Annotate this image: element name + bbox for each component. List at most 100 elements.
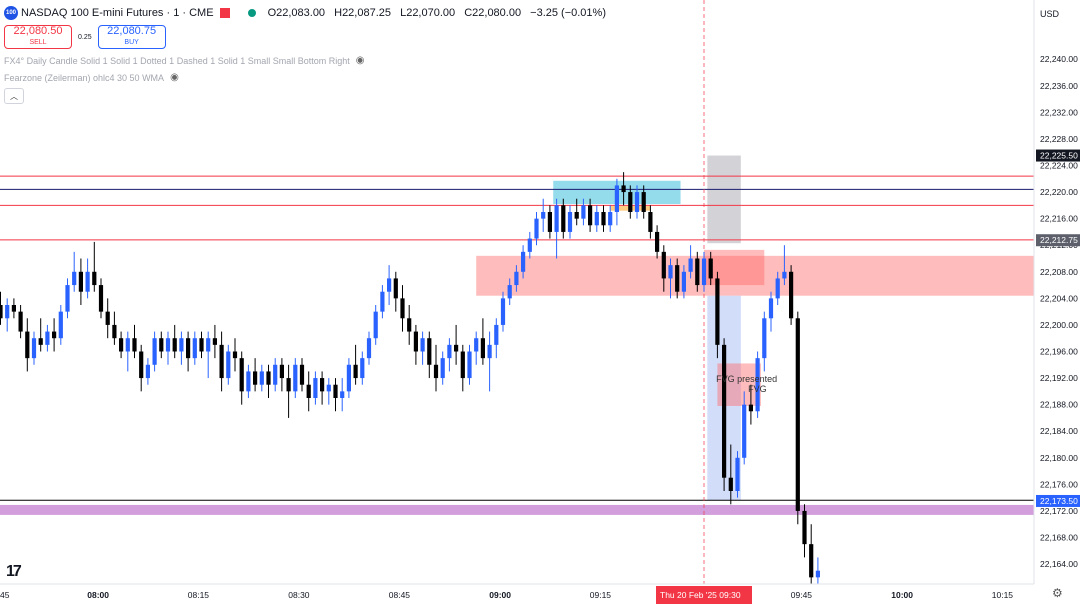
candle-body[interactable] [561, 205, 566, 232]
candle-body[interactable] [186, 338, 191, 359]
candle-body[interactable] [320, 378, 325, 392]
candle-body[interactable] [802, 510, 807, 545]
candle-body[interactable] [293, 364, 298, 392]
candle-body[interactable] [179, 338, 184, 352]
candle-body[interactable] [487, 344, 492, 359]
price-axis[interactable] [1034, 0, 1080, 608]
candle-body[interactable] [815, 570, 820, 578]
candle-body[interactable] [433, 364, 439, 379]
candle-body[interactable] [373, 311, 378, 339]
candle-body[interactable] [762, 318, 767, 359]
candle-body[interactable] [31, 338, 37, 359]
candle-body[interactable] [742, 404, 747, 458]
candle-body[interactable] [139, 351, 144, 379]
symbol-title[interactable]: NASDAQ 100 E-mini Futures · 1 · CME [21, 7, 214, 19]
candle-body[interactable] [92, 271, 97, 286]
time-axis[interactable] [0, 584, 1034, 608]
candle-body[interactable] [253, 371, 258, 385]
candle-body[interactable] [447, 344, 452, 359]
candle-body[interactable] [413, 331, 418, 352]
candle-body[interactable] [641, 192, 646, 212]
candle-body[interactable] [648, 212, 653, 232]
candle-body[interactable] [119, 338, 124, 352]
candle-body[interactable] [52, 331, 57, 339]
candle-body[interactable] [581, 205, 586, 219]
candle-body[interactable] [588, 205, 593, 226]
candle-body[interactable] [299, 364, 305, 385]
candle-body[interactable] [98, 285, 104, 312]
candle-body[interactable] [85, 271, 90, 292]
candle-body[interactable] [246, 371, 251, 392]
candle-body[interactable] [614, 185, 619, 212]
candle-body[interactable] [232, 351, 238, 359]
candle-body[interactable] [527, 238, 532, 252]
eye-icon[interactable]: ◉ [170, 72, 179, 83]
candle-body[interactable] [58, 311, 63, 339]
candle-body[interactable] [454, 344, 459, 352]
candle-body[interactable] [500, 298, 506, 325]
candle-body[interactable] [393, 278, 398, 299]
candle-body[interactable] [655, 231, 660, 252]
candle-body[interactable] [554, 205, 559, 232]
candle-body[interactable] [152, 338, 157, 365]
candle-body[interactable] [145, 364, 150, 379]
indicator-legend-1[interactable]: FX4° Daily Candle Solid 1 Solid 1 Dotted… [4, 55, 365, 66]
candle-body[interactable] [72, 271, 77, 286]
candle-body[interactable] [239, 358, 244, 392]
candle-body[interactable] [380, 291, 385, 312]
candle-body[interactable] [172, 338, 177, 352]
tradingview-logo-icon[interactable]: 17 [6, 563, 22, 580]
candle-body[interactable] [199, 338, 204, 352]
collapse-icon[interactable]: ︿ [4, 88, 24, 104]
candle-body[interactable] [259, 371, 264, 385]
candle-body[interactable] [0, 305, 3, 319]
candle-body[interactable] [567, 212, 573, 232]
candle-body[interactable] [5, 305, 10, 319]
candle-body[interactable] [474, 338, 479, 352]
candle-body[interactable] [514, 271, 519, 286]
candle-body[interactable] [668, 265, 673, 279]
candle-body[interactable] [748, 404, 753, 412]
candle-body[interactable] [628, 192, 633, 212]
candle-body[interactable] [306, 384, 311, 398]
candle-body[interactable] [728, 477, 733, 491]
candle-body[interactable] [775, 278, 780, 299]
candle-body[interactable] [547, 212, 552, 232]
candle-body[interactable] [219, 344, 224, 379]
buy-button[interactable]: 22,080.75 BUY [97, 25, 166, 49]
candle-body[interactable] [768, 298, 774, 319]
candle-body[interactable] [11, 305, 16, 312]
candle-body[interactable] [125, 338, 130, 352]
candle-body[interactable] [112, 324, 117, 339]
candle-body[interactable] [574, 212, 579, 219]
candle-body[interactable] [722, 344, 727, 478]
candle-body[interactable] [688, 258, 693, 272]
candle-body[interactable] [400, 298, 405, 319]
candle-body[interactable] [608, 212, 613, 226]
candle-body[interactable] [206, 338, 211, 352]
candle-body[interactable] [621, 185, 626, 193]
candle-body[interactable] [273, 364, 278, 385]
gear-icon[interactable]: ⚙ [1052, 586, 1063, 600]
candle-body[interactable] [675, 265, 680, 292]
candle-body[interactable] [708, 258, 713, 279]
candle-body[interactable] [313, 378, 318, 398]
candle-body[interactable] [105, 311, 110, 325]
candle-body[interactable] [661, 251, 666, 279]
candle-body[interactable] [407, 318, 412, 332]
candle-body[interactable] [427, 338, 432, 365]
sell-button[interactable]: 22,080.50 SELL [4, 25, 72, 49]
candle-body[interactable] [701, 258, 707, 286]
candle-body[interactable] [634, 192, 640, 212]
candle-body[interactable] [132, 338, 137, 352]
candle-body[interactable] [601, 212, 606, 226]
candle-body[interactable] [695, 258, 700, 286]
candle-body[interactable] [782, 271, 787, 279]
candle-body[interactable] [340, 391, 345, 398]
candle-body[interactable] [65, 285, 70, 312]
candle-body[interactable] [25, 331, 30, 359]
candle-body[interactable] [45, 331, 50, 345]
candle-body[interactable] [286, 378, 291, 392]
candle-body[interactable] [420, 338, 425, 352]
